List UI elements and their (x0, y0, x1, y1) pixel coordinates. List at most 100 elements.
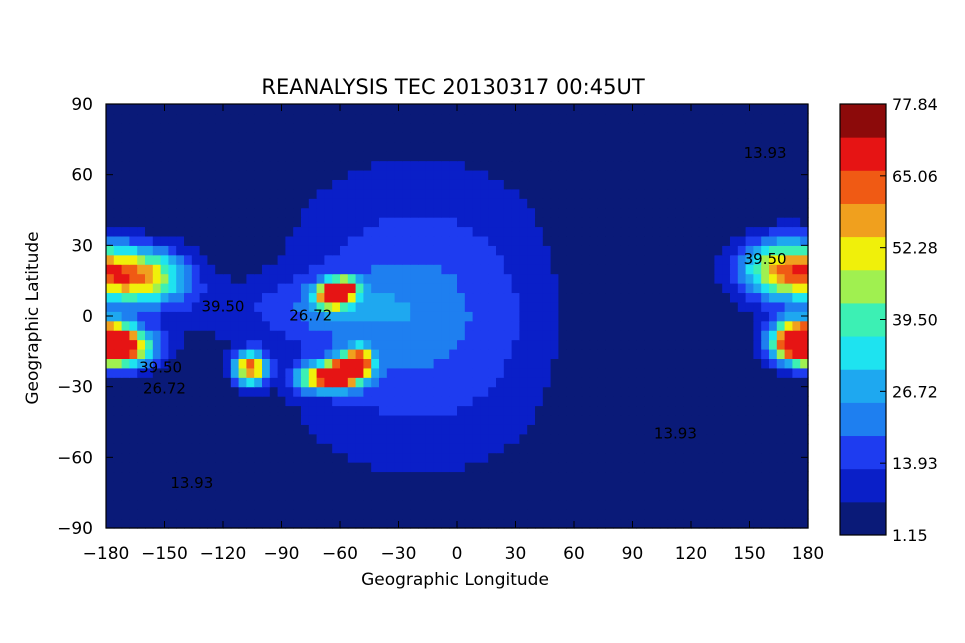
heat-cell (340, 273, 349, 284)
heat-cell (605, 443, 614, 454)
heat-cell (386, 320, 396, 331)
heat-cell (324, 509, 333, 520)
heat-cell (550, 301, 559, 312)
heat-cell (308, 443, 318, 454)
heat-cell (394, 452, 403, 463)
heat-cell (457, 509, 466, 520)
heat-cell (730, 292, 739, 303)
heat-cell (698, 122, 708, 133)
heat-cell (644, 235, 653, 246)
heat-cell (254, 188, 263, 199)
heat-cell (472, 358, 481, 369)
heat-cell (753, 348, 762, 359)
heat-cell (784, 471, 793, 482)
heat-cell (620, 245, 630, 256)
heat-cell (137, 207, 146, 218)
heat-cell (223, 424, 232, 435)
heat-cell (792, 443, 801, 454)
heat-cell (152, 217, 162, 228)
heat-cell (753, 169, 762, 180)
heat-cell (121, 424, 130, 435)
heat-cell (152, 509, 162, 520)
heat-cell (691, 462, 700, 473)
heat-cell (683, 443, 692, 454)
heat-cell (714, 235, 723, 246)
heat-cell (628, 358, 637, 369)
heat-cell (152, 273, 162, 284)
heat-cell (106, 433, 115, 444)
heat-cell (199, 132, 208, 143)
heat-cell (363, 414, 372, 425)
heat-cell (597, 339, 606, 350)
heat-cell (730, 179, 739, 190)
heat-cell (714, 169, 723, 180)
heat-cell (730, 443, 739, 454)
heat-cell (652, 433, 661, 444)
heat-cell (410, 113, 419, 124)
heat-cell (418, 377, 427, 388)
heat-cell (464, 330, 474, 341)
heat-cell (769, 113, 778, 124)
heat-cell (480, 104, 489, 115)
heat-cell (433, 245, 442, 256)
heat-cell (425, 358, 435, 369)
heat-cell (254, 169, 263, 180)
heat-cell (371, 320, 380, 331)
heat-cell (121, 235, 130, 246)
heat-cell (449, 424, 458, 435)
heat-cell (581, 198, 591, 209)
heat-cell (410, 414, 419, 425)
heat-cell (332, 273, 341, 284)
heat-cell (745, 414, 754, 425)
heat-cell (433, 188, 442, 199)
heat-cell (347, 320, 357, 331)
heat-cell (691, 358, 700, 369)
heat-cell (503, 405, 513, 416)
heat-cell (379, 264, 388, 275)
heat-cell (129, 273, 138, 284)
heat-cell (106, 443, 115, 454)
heat-cell (542, 151, 552, 162)
heat-cell (410, 320, 419, 331)
heat-cell (230, 283, 240, 294)
heat-cell (285, 207, 294, 218)
heat-cell (176, 301, 185, 312)
heat-cell (316, 396, 325, 407)
heat-cell (472, 283, 481, 294)
heat-cell (753, 414, 762, 425)
heat-cell (480, 377, 489, 388)
heat-cell (542, 245, 552, 256)
heat-cell (379, 386, 388, 397)
heat-cell (410, 226, 419, 237)
heat-cell (246, 320, 255, 331)
heat-cell (379, 339, 388, 350)
heat-cell (691, 330, 700, 341)
heat-cell (644, 480, 653, 491)
heat-cell (277, 330, 286, 341)
heat-cell (262, 254, 271, 265)
heat-cell (644, 509, 653, 520)
heat-cell (652, 311, 661, 322)
heat-cell (176, 217, 185, 228)
heat-cell (792, 132, 801, 143)
heat-cell (160, 141, 169, 152)
heat-cell (230, 311, 240, 322)
heat-cell (737, 207, 747, 218)
heat-cell (324, 113, 333, 124)
heat-cell (784, 452, 793, 463)
heat-cell (730, 113, 739, 124)
heat-cell (636, 471, 645, 482)
heat-cell (262, 433, 271, 444)
heat-cell (394, 358, 403, 369)
heat-cell (293, 264, 302, 275)
heat-cell (550, 462, 559, 473)
heat-cell (675, 122, 684, 133)
heat-cell (566, 358, 575, 369)
heat-cell (636, 358, 645, 369)
heat-cell (535, 339, 544, 350)
heat-cell (277, 151, 286, 162)
heat-cell (316, 367, 325, 378)
heat-cell (488, 367, 497, 378)
heat-cell (160, 330, 169, 341)
heat-cell (566, 188, 575, 199)
